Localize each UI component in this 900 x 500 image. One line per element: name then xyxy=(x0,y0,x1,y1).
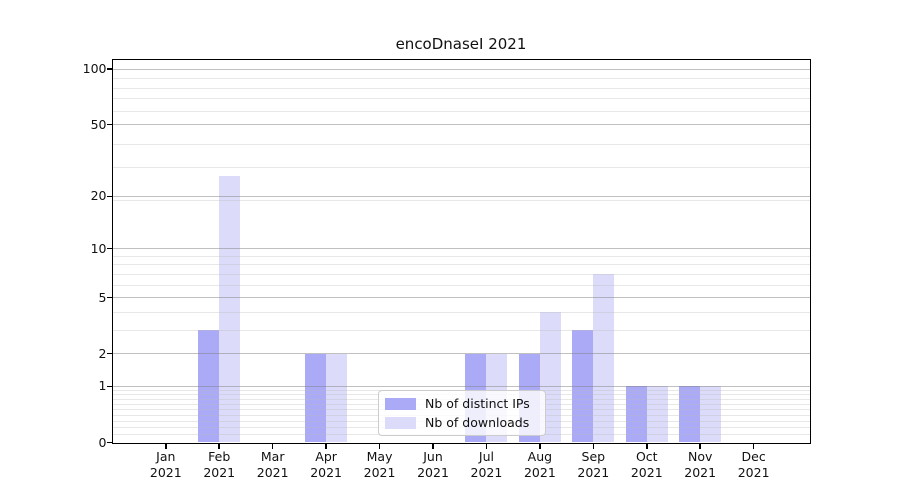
y-tick-0 xyxy=(106,441,112,444)
chart-title: encoDnaseI 2021 xyxy=(395,35,527,53)
legend: Nb of distinct IPs Nb of downloads xyxy=(378,390,546,436)
x-tick-10 xyxy=(699,444,701,449)
x-tick-label-9: Oct 2021 xyxy=(630,448,663,481)
x-tick-label-7: Aug 2021 xyxy=(523,448,556,481)
x-tick-label-1: Feb 2021 xyxy=(203,448,236,481)
gridline-major-5 xyxy=(112,297,810,299)
y-tick-10 xyxy=(106,247,112,250)
y-tick-100 xyxy=(106,68,112,71)
y-tick-2 xyxy=(106,352,112,355)
bar-nb-of-distinct-ips-apr-2021 xyxy=(305,353,327,443)
gridline-minor-39 xyxy=(112,143,810,145)
gridline-major-100 xyxy=(112,68,810,70)
bar-nb-of-downloads-nov-2021 xyxy=(700,386,722,443)
x-tick-label-10: Nov 2021 xyxy=(684,448,717,481)
gridline-major-20 xyxy=(112,195,810,197)
y-tick-label-2: 2 xyxy=(98,345,107,361)
x-tick-7 xyxy=(539,444,541,449)
y-tick-label-50: 50 xyxy=(90,116,107,132)
x-tick-8 xyxy=(592,444,595,449)
gridline-major-2 xyxy=(112,353,810,355)
x-tick-11 xyxy=(752,444,755,449)
bar-nb-of-distinct-ips-oct-2021 xyxy=(625,386,647,443)
plot-area: 100 50 20 10 5 2 1 0 Jan 2021 Feb 2021 Mar 2021 Apr… xyxy=(83,58,811,480)
y-tick-20 xyxy=(106,195,112,198)
gridline-major-1 xyxy=(112,385,810,387)
x-tick-label-2: Mar 2021 xyxy=(256,448,289,481)
gridline-minor-8 xyxy=(112,264,810,266)
x-tick-2 xyxy=(271,444,274,449)
y-tick-label-10: 10 xyxy=(90,240,107,256)
x-tick-4 xyxy=(378,444,381,449)
y-tick-50 xyxy=(106,123,112,126)
gridline-major-10 xyxy=(112,248,810,250)
x-tick-label-11: Dec 2021 xyxy=(737,448,770,481)
gridline-major-50 xyxy=(112,124,810,126)
y-tick-label-20: 20 xyxy=(90,188,107,204)
x-tick-9 xyxy=(645,444,648,449)
y-tick-label-5: 5 xyxy=(98,289,107,305)
gridline-minor-19 xyxy=(112,199,810,201)
gridline-minor-29 xyxy=(112,166,810,168)
gridline-minor-6 xyxy=(112,284,810,286)
legend-swatch-downloads xyxy=(385,416,416,429)
gridline-minor-79 xyxy=(112,87,810,89)
bar-nb-of-downloads-feb-2021 xyxy=(219,175,241,443)
legend-item-distinct-ips: Nb of distinct IPs xyxy=(385,395,545,411)
gridline-minor-69 xyxy=(112,98,810,100)
legend-item-downloads: Nb of downloads xyxy=(385,414,545,430)
x-tick-label-3: Apr 2021 xyxy=(310,448,343,481)
x-tick-label-8: Sep 2021 xyxy=(577,448,610,481)
legend-label-distinct-ips: Nb of distinct IPs xyxy=(425,395,530,411)
bar-nb-of-downloads-apr-2021 xyxy=(326,353,348,443)
x-tick-label-6: Jul 2021 xyxy=(470,448,503,481)
x-tick-5 xyxy=(432,444,434,449)
bar-nb-of-distinct-ips-nov-2021 xyxy=(679,386,701,443)
gridline-minor-59 xyxy=(112,110,810,112)
gridline-minor-7 xyxy=(112,273,810,275)
y-tick-label-100: 100 xyxy=(82,61,107,77)
legend-label-downloads: Nb of downloads xyxy=(425,414,530,430)
bar-nb-of-downloads-sep-2021 xyxy=(593,274,615,443)
y-tick-label-0: 0 xyxy=(98,434,107,450)
y-tick-5 xyxy=(106,296,112,299)
x-tick-label-4: May 2021 xyxy=(363,448,396,481)
gridline-minor-9 xyxy=(112,255,810,257)
gridline-minor-89 xyxy=(112,78,810,80)
x-tick-3 xyxy=(325,444,327,449)
y-tick-label-1: 1 xyxy=(98,378,107,394)
bar-nb-of-downloads-oct-2021 xyxy=(646,386,668,443)
x-tick-1 xyxy=(218,444,221,449)
x-tick-label-5: Jun 2021 xyxy=(417,448,449,481)
y-tick-1 xyxy=(106,385,112,388)
gridline-minor-3 xyxy=(112,329,810,331)
x-tick-label-0: Jan 2021 xyxy=(149,448,182,481)
gridline-minor-4 xyxy=(112,311,810,313)
x-tick-6 xyxy=(485,444,488,449)
legend-swatch-distinct-ips xyxy=(385,397,416,410)
x-tick-0 xyxy=(165,444,167,449)
